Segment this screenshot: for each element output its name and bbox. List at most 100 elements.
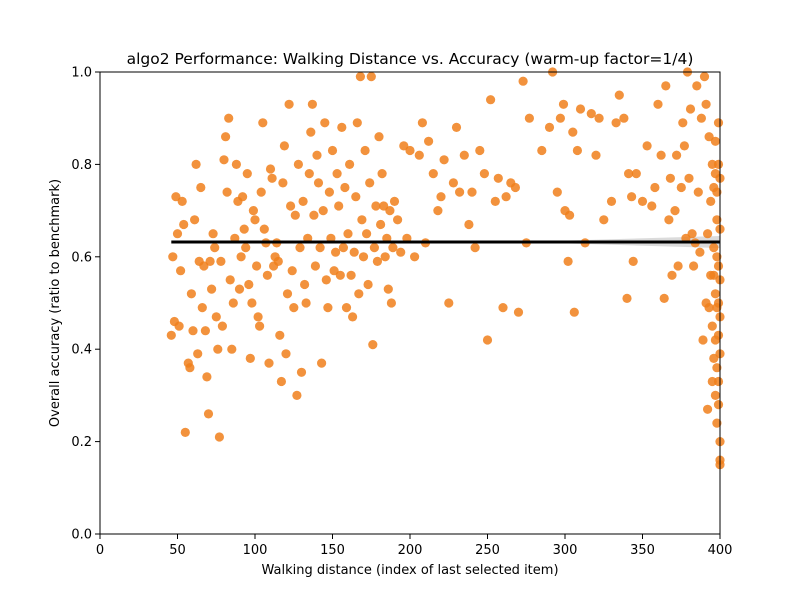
data-point (586, 109, 596, 119)
data-point (191, 159, 201, 169)
data-point (703, 229, 713, 239)
data-point (369, 243, 379, 253)
data-point (685, 104, 696, 114)
y-axis-ticks: 0.0 0.2 0.4 0.6 0.8 1.0 (71, 66, 100, 543)
data-point (464, 219, 474, 230)
data-point (371, 201, 381, 211)
data-point (357, 215, 367, 225)
data-point (410, 252, 420, 262)
data-point (320, 118, 330, 128)
x-axis-label: Walking distance (index of last selected… (261, 563, 558, 578)
data-point (352, 118, 362, 128)
data-point (695, 247, 705, 257)
data-point (405, 145, 415, 156)
data-point (278, 178, 288, 188)
data-point (281, 349, 291, 359)
data-point (231, 159, 241, 169)
data-point (424, 136, 434, 146)
data-point (631, 169, 641, 179)
data-point (455, 187, 465, 197)
data-point (439, 155, 449, 165)
data-point (569, 307, 579, 317)
data-point (703, 404, 713, 414)
data-point (273, 256, 283, 266)
y-tick-label: 0.8 (71, 158, 92, 173)
data-point (624, 169, 634, 179)
data-point (565, 210, 575, 220)
data-point (180, 427, 190, 437)
data-point (388, 243, 398, 253)
data-point (338, 243, 348, 253)
data-point (710, 289, 721, 299)
data-point (563, 256, 573, 266)
data-point (221, 132, 231, 142)
data-point (642, 141, 652, 151)
data-point (696, 113, 707, 123)
data-point (264, 358, 274, 368)
data-point (699, 72, 710, 82)
data-point (202, 372, 212, 382)
data-point (594, 113, 604, 123)
data-point (234, 284, 245, 294)
data-point (417, 118, 427, 128)
x-tick-label: 150 (320, 543, 345, 558)
data-point (510, 182, 520, 193)
data-point (712, 363, 722, 373)
data-point (428, 169, 438, 179)
data-point (205, 256, 215, 266)
data-point (348, 312, 358, 322)
data-point (498, 303, 508, 313)
y-axis-label: Overall accuracy (ratio to benchmark) (48, 179, 63, 427)
data-point (213, 344, 223, 354)
data-point (307, 99, 317, 109)
data-point (537, 145, 547, 156)
data-point (174, 321, 184, 331)
data-point (296, 367, 307, 377)
data-point (475, 145, 485, 156)
data-point (713, 400, 724, 410)
data-point (524, 113, 535, 123)
data-point (704, 132, 714, 142)
data-point (713, 159, 724, 169)
data-point (386, 298, 396, 308)
data-point (611, 118, 621, 128)
data-point (318, 206, 328, 216)
data-point (698, 335, 708, 345)
data-point (374, 132, 384, 142)
data-point (712, 418, 722, 428)
data-point (558, 99, 569, 109)
data-point (259, 224, 269, 234)
data-point (340, 182, 350, 193)
data-point (332, 169, 342, 179)
data-point (470, 243, 480, 253)
data-point (414, 150, 424, 160)
data-point (247, 298, 257, 308)
data-point (377, 169, 387, 179)
data-point (214, 432, 224, 442)
data-point (293, 159, 303, 169)
data-point (241, 243, 251, 253)
data-point (244, 279, 254, 290)
data-point (393, 215, 403, 225)
data-point (689, 261, 699, 271)
data-point (518, 76, 528, 86)
x-tick-label: 250 (475, 543, 500, 558)
data-point (345, 159, 355, 169)
data-point (661, 81, 671, 91)
data-point (210, 243, 220, 253)
data-point (628, 256, 638, 266)
data-point (186, 289, 196, 299)
data-point (172, 229, 183, 239)
data-point (225, 275, 235, 285)
data-point (346, 270, 356, 280)
data-point (315, 243, 325, 253)
data-point (248, 206, 258, 216)
data-point (286, 201, 296, 211)
data-point (211, 312, 221, 322)
data-point (292, 390, 302, 400)
data-point (433, 206, 443, 216)
data-point (250, 215, 260, 225)
data-point (389, 196, 400, 206)
data-point (372, 256, 382, 266)
data-point (216, 256, 226, 266)
